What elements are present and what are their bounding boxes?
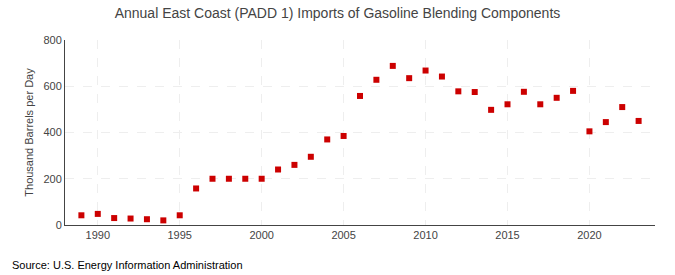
svg-text:2015: 2015 [495,229,519,241]
svg-text:Thousand Barrels per Day: Thousand Barrels per Day [23,68,35,197]
svg-text:1990: 1990 [86,229,110,241]
svg-text:Source: U.S. Energy Informatio: Source: U.S. Energy Information Administ… [12,259,243,271]
svg-text:2005: 2005 [331,229,355,241]
svg-text:2020: 2020 [577,229,601,241]
svg-text:0: 0 [56,219,62,231]
svg-text:Annual East Coast (PADD 1) Imp: Annual East Coast (PADD 1) Imports of Ga… [115,5,561,21]
svg-text:800: 800 [43,34,61,46]
svg-text:200: 200 [43,173,61,185]
svg-text:2000: 2000 [249,229,273,241]
svg-text:400: 400 [43,126,61,138]
svg-text:600: 600 [43,80,61,92]
svg-text:2010: 2010 [413,229,437,241]
svg-text:1995: 1995 [167,229,191,241]
